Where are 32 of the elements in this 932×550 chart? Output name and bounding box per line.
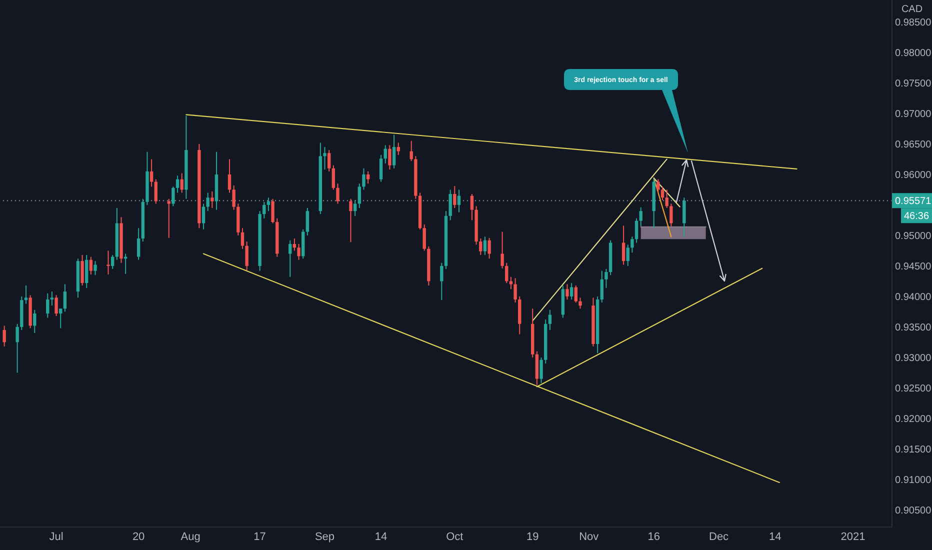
ref-line-label: 0.95571 (895, 196, 932, 208)
x-tick-label: 17 (254, 530, 266, 543)
y-tick-label: 0.95000 (895, 230, 932, 242)
y-axis-title: CAD (901, 4, 923, 15)
y-tick-label: 0.97000 (895, 109, 932, 120)
y-tick-label: 0.98500 (895, 18, 932, 29)
y-tick-label: 0.96500 (895, 140, 932, 150)
x-tick-label: Aug (180, 530, 200, 543)
y-tick-label: 0.93500 (895, 322, 932, 334)
x-tick-label: Nov (579, 530, 600, 543)
y-tick-label: 0.98000 (895, 48, 932, 60)
y-tick-label: 0.92500 (895, 383, 932, 394)
x-tick-label: Dec (709, 530, 730, 543)
x-tick-label: 16 (648, 530, 660, 543)
y-tick-label: 0.90500 (895, 505, 932, 516)
y-tick-label: 0.92000 (895, 414, 932, 425)
x-tick-label: 2021 (840, 530, 866, 543)
x-tick-label: Sep (314, 530, 335, 543)
x-tick-label: 14 (768, 530, 782, 543)
x-tick-label: 14 (374, 530, 388, 543)
x-tick-label: 20 (132, 530, 145, 543)
x-tick-label: Oct (446, 530, 464, 543)
x-tick-label: Jul (49, 530, 64, 543)
y-tick-label: 0.97500 (895, 78, 932, 90)
y-tick-label: 0.94000 (895, 292, 932, 303)
y-tick-label: 0.91500 (895, 444, 932, 456)
y-tick-label: 0.93000 (895, 352, 932, 364)
x-tick-label: 19 (526, 530, 539, 543)
text: 46:36 (904, 211, 930, 222)
y-tick-label: 0.96000 (895, 170, 932, 181)
y-tick-label: 0.91000 (895, 474, 932, 486)
y-tick-label: 0.94500 (895, 261, 932, 272)
